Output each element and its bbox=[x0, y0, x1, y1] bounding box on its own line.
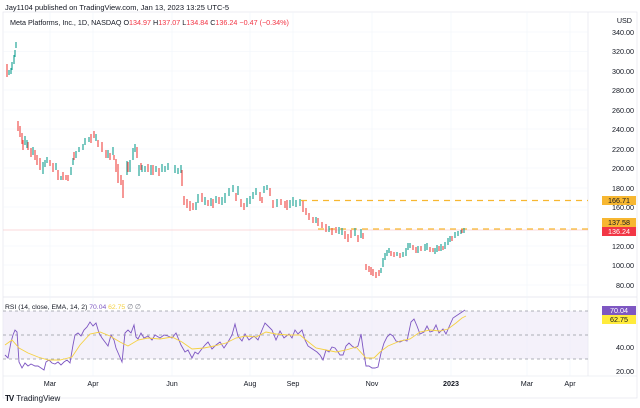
time-tick-year: 2023 bbox=[443, 379, 459, 388]
price-tick: 160.00 bbox=[612, 203, 634, 212]
close-value: 136.24 bbox=[215, 18, 238, 27]
symbol-name: Meta Platforms, Inc., 1D, NASDAQ bbox=[10, 18, 122, 27]
high-value: 137.07 bbox=[158, 18, 181, 27]
rsi-ema-line bbox=[4, 315, 467, 361]
high-label: H bbox=[153, 18, 159, 27]
rsi-tick: 40.00 bbox=[616, 343, 634, 352]
rsi-line bbox=[4, 309, 466, 371]
price-tick: 280.00 bbox=[612, 86, 634, 95]
time-tick: Jun bbox=[166, 379, 178, 388]
candlesticks bbox=[6, 42, 465, 278]
rsi-tick: 20.00 bbox=[616, 367, 634, 376]
tradingview-brand[interactable]: TV TradingView bbox=[5, 394, 60, 403]
rsi-ma-value: 62.75 bbox=[108, 304, 126, 311]
price-tick: 300.00 bbox=[612, 67, 634, 76]
price-gridlines bbox=[3, 31, 588, 286]
symbol-legend[interactable]: Meta Platforms, Inc., 1D, NASDAQ O134.97… bbox=[10, 18, 289, 27]
price-tick: 340.00 bbox=[612, 28, 634, 37]
price-tick: 260.00 bbox=[612, 106, 634, 115]
price-tick: 100.00 bbox=[612, 261, 634, 270]
rsi-pane bbox=[3, 309, 588, 371]
published-caption: Jay1104 published on TradingView.com, Ja… bbox=[5, 3, 230, 12]
level-badge-166: 166.71 bbox=[602, 196, 636, 205]
time-tick: Nov bbox=[365, 379, 379, 388]
price-tick: 220.00 bbox=[612, 145, 634, 154]
time-tick: Mar bbox=[520, 379, 534, 388]
rsi-ma-badge: 62.75 bbox=[602, 315, 636, 324]
last-price-badge: 136.24 bbox=[602, 227, 636, 236]
open-label: O bbox=[123, 18, 130, 27]
price-tick: 180.00 bbox=[612, 184, 634, 193]
currency-label: USD bbox=[616, 16, 632, 25]
low-label: L bbox=[182, 18, 187, 27]
rsi-legend[interactable]: RSI (14, close, EMA, 14, 2) 70.04 62.75 … bbox=[5, 303, 141, 311]
close-label: C bbox=[210, 18, 216, 27]
rsi-value-badge: 70.04 bbox=[602, 306, 636, 315]
change-value: −0.47 (−0.34%) bbox=[239, 18, 289, 27]
time-tick: Mar bbox=[43, 379, 57, 388]
price-tick: 240.00 bbox=[612, 125, 634, 134]
tradingview-logo-icon: TV bbox=[5, 394, 14, 403]
price-tick: 80.00 bbox=[616, 281, 634, 290]
rsi-title: RSI (14, close, EMA, 14, 2) bbox=[5, 304, 88, 311]
price-tick: 320.00 bbox=[612, 47, 634, 56]
brand-name: TradingView bbox=[16, 394, 61, 403]
rsi-value: 70.04 bbox=[89, 304, 107, 311]
time-tick: Sep bbox=[286, 379, 300, 388]
rsi-extra-values: ∅ ∅ bbox=[127, 304, 141, 311]
price-tick: 200.00 bbox=[612, 164, 634, 173]
time-tick: Apr bbox=[564, 379, 576, 388]
time-tick: Aug bbox=[243, 379, 257, 388]
low-value: 134.84 bbox=[186, 18, 209, 27]
open-value: 134.97 bbox=[129, 18, 152, 27]
time-tick: Apr bbox=[87, 379, 99, 388]
level-badge-137: 137.58 bbox=[602, 218, 636, 227]
price-tick: 120.00 bbox=[612, 242, 634, 251]
